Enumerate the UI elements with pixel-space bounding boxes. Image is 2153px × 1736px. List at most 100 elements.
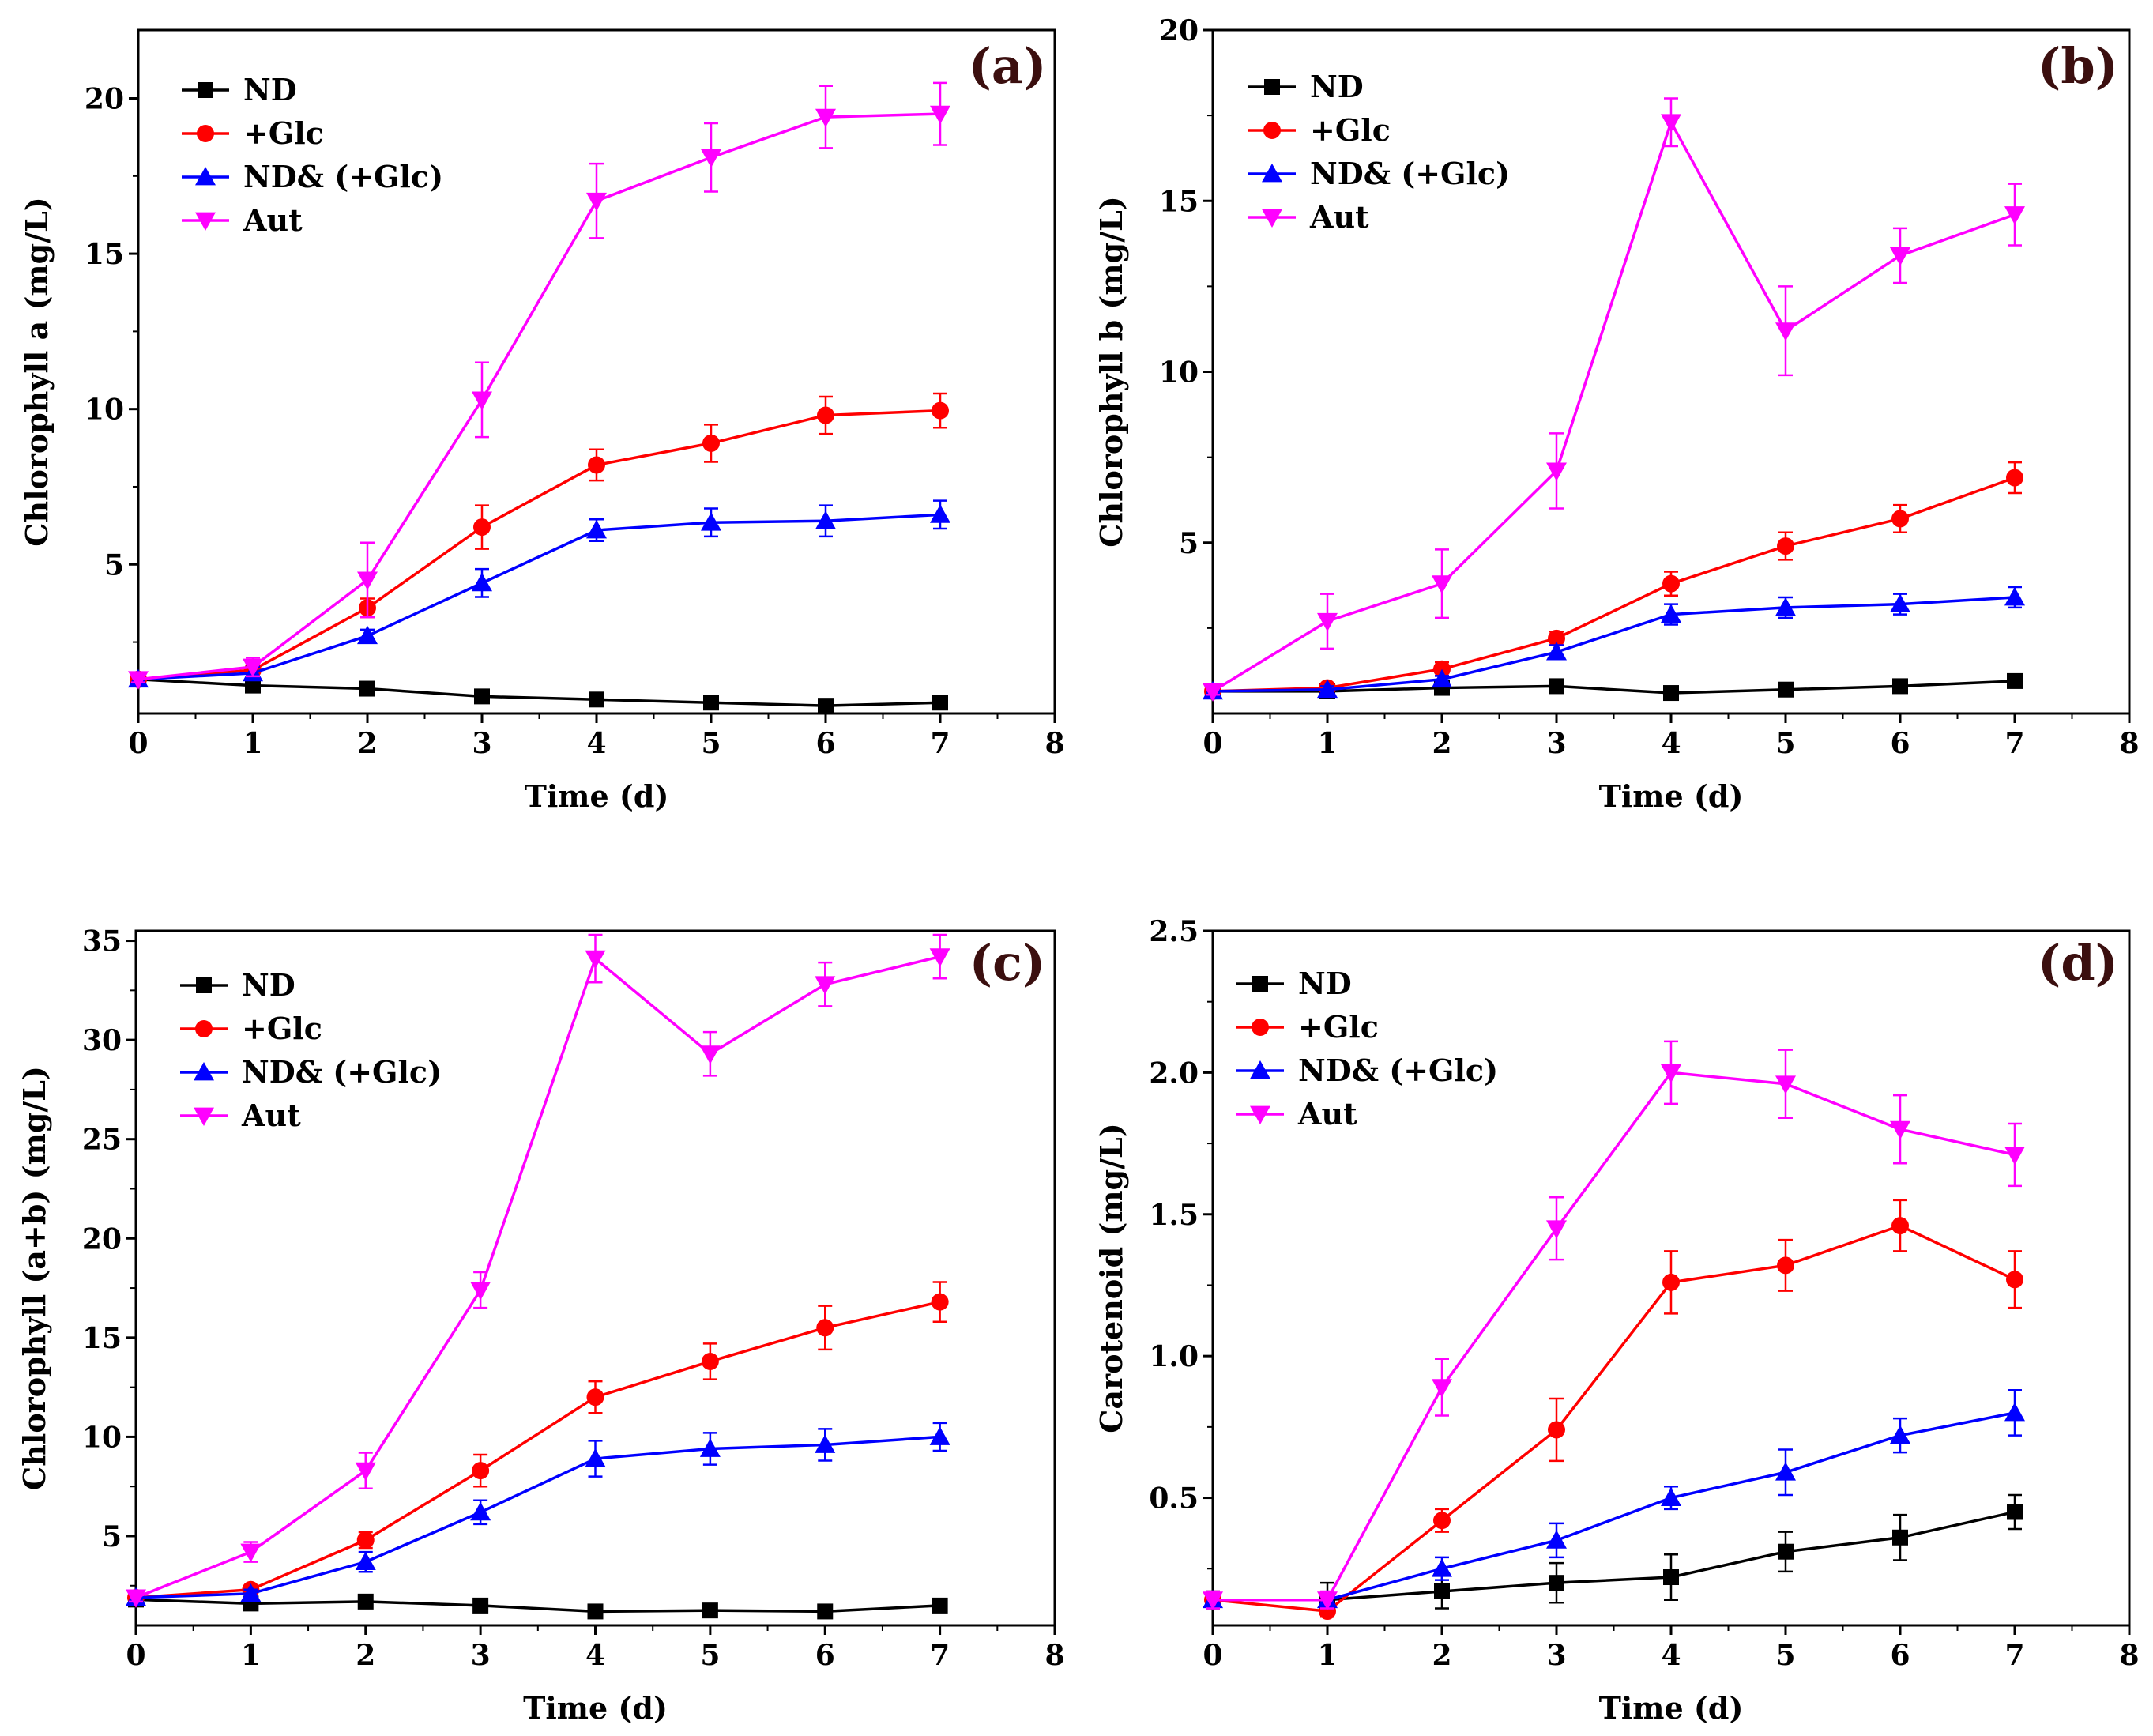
x-tick-label: 5 — [1775, 1639, 1795, 1672]
data-point — [243, 658, 263, 678]
x-tick-label: 2 — [1432, 1639, 1451, 1672]
data-point — [817, 406, 834, 424]
series-line — [1213, 1071, 2016, 1602]
data-point — [1661, 604, 1681, 623]
y-tick-label: 2.0 — [1149, 1056, 1199, 1090]
legend-marker — [198, 82, 213, 98]
series-line — [1213, 680, 2016, 695]
data-point — [1777, 1256, 1794, 1275]
y-tick-label: 10 — [85, 394, 124, 427]
chart-panel-1: 0 1 2 3 4 5 6 7 8 5 10 15 20 Time (d) Chlorophyll a (m… — [19, 28, 1065, 814]
legend-label: ND — [1310, 69, 1364, 104]
data-point — [588, 456, 605, 474]
data-point — [2007, 672, 2023, 689]
legend-marker — [1263, 122, 1281, 139]
series-Aut — [128, 81, 950, 690]
data-point — [1548, 629, 1565, 647]
x-tick-label: 8 — [1045, 727, 1064, 760]
series-+Glc — [1204, 461, 2023, 700]
series-line — [1213, 1411, 2016, 1602]
data-point — [816, 1319, 834, 1337]
y-tick-label: 35 — [82, 925, 122, 958]
data-point — [356, 1531, 375, 1550]
x-tick-label: 2 — [356, 1639, 375, 1672]
data-point — [1546, 462, 1567, 481]
data-point — [1203, 1591, 1223, 1610]
series-ND& (+Glc) — [1203, 1388, 2025, 1609]
x-tick-label: 8 — [2119, 727, 2139, 760]
x-tick-label: 6 — [1890, 1639, 1910, 1672]
legend-label: Aut — [241, 1098, 301, 1133]
data-point — [1892, 678, 1908, 695]
legend-label: +Glc — [1310, 112, 1391, 148]
data-point — [1662, 574, 1680, 593]
legend-label: +Glc — [1298, 1009, 1379, 1045]
x-tick-label: 1 — [1317, 727, 1337, 760]
y-tick-label: 1.5 — [1149, 1199, 1199, 1232]
legend: ND +Glc ND& (+Glc) Aut — [182, 72, 443, 238]
chart-panel-3: 0 1 2 3 4 5 6 7 8 5 10 15 20 25 30 35 Time (d) Chlorophyl… — [17, 925, 1065, 1726]
series-line — [1212, 476, 2016, 693]
series-line — [137, 678, 941, 707]
data-point — [1778, 1543, 1794, 1560]
y-tick-label: 20 — [82, 1222, 122, 1256]
data-point — [1433, 1512, 1451, 1530]
data-point — [702, 434, 720, 452]
x-tick-label: 7 — [930, 1639, 950, 1672]
data-point — [126, 1589, 146, 1608]
data-point — [701, 512, 721, 531]
x-tick-label: 0 — [1203, 727, 1222, 760]
x-tick-label: 4 — [585, 1639, 605, 1672]
series-Aut — [1203, 97, 2025, 702]
data-point — [587, 1603, 604, 1620]
data-point — [2006, 1271, 2023, 1289]
data-point — [815, 108, 836, 128]
legend-marker — [1262, 164, 1282, 183]
x-tick-label: 3 — [472, 727, 491, 760]
data-point — [2004, 1402, 2025, 1422]
y-tick-label: 20 — [1159, 14, 1199, 47]
legend-marker — [1264, 79, 1280, 95]
data-point — [589, 691, 604, 708]
series-line — [135, 1300, 941, 1599]
data-point — [932, 1597, 948, 1614]
data-point — [586, 520, 607, 539]
data-point — [1891, 1217, 1909, 1235]
x-tick-label: 8 — [1045, 1639, 1064, 1672]
data-point — [818, 698, 834, 714]
data-point — [585, 950, 606, 970]
data-point — [701, 1352, 719, 1370]
legend: ND +Glc ND& (+Glc) Aut — [180, 967, 442, 1133]
legend-label: ND& (+Glc) — [1298, 1053, 1498, 1088]
data-point — [1432, 1379, 1452, 1398]
data-point — [470, 1282, 491, 1301]
data-point — [815, 510, 836, 529]
data-point — [1777, 537, 1794, 555]
x-tick-label: 3 — [471, 1639, 491, 1672]
x-tick-label: 0 — [126, 1639, 145, 1672]
x-tick-label: 1 — [241, 1639, 261, 1672]
series-line — [137, 112, 941, 681]
data-point — [1546, 1220, 1567, 1239]
series-line — [1213, 1510, 2016, 1602]
y-tick-label: 5 — [104, 548, 124, 582]
y-tick-label: 25 — [82, 1124, 122, 1157]
x-tick-label: 5 — [1775, 727, 1795, 760]
x-axis-title: Time (d) — [525, 778, 669, 814]
data-point — [929, 948, 950, 967]
y-tick-label: 20 — [85, 83, 124, 116]
data-point — [1203, 683, 1223, 702]
legend-label: ND& (+Glc) — [1310, 156, 1510, 191]
data-point — [1432, 668, 1452, 688]
data-point — [355, 1462, 376, 1482]
legend-label: ND& (+Glc) — [243, 159, 443, 194]
legend: ND +Glc ND& (+Glc) Aut — [1236, 966, 1498, 1132]
data-point — [703, 695, 719, 711]
x-tick-label: 1 — [1317, 1639, 1337, 1672]
data-point — [2007, 1504, 2023, 1520]
data-point — [1317, 612, 1338, 632]
panel-label: (a) — [969, 37, 1047, 95]
series-+Glc — [130, 392, 949, 688]
data-point — [702, 1602, 718, 1619]
